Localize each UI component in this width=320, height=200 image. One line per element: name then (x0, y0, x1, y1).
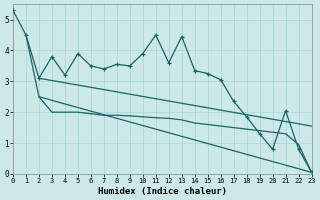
X-axis label: Humidex (Indice chaleur): Humidex (Indice chaleur) (98, 187, 227, 196)
